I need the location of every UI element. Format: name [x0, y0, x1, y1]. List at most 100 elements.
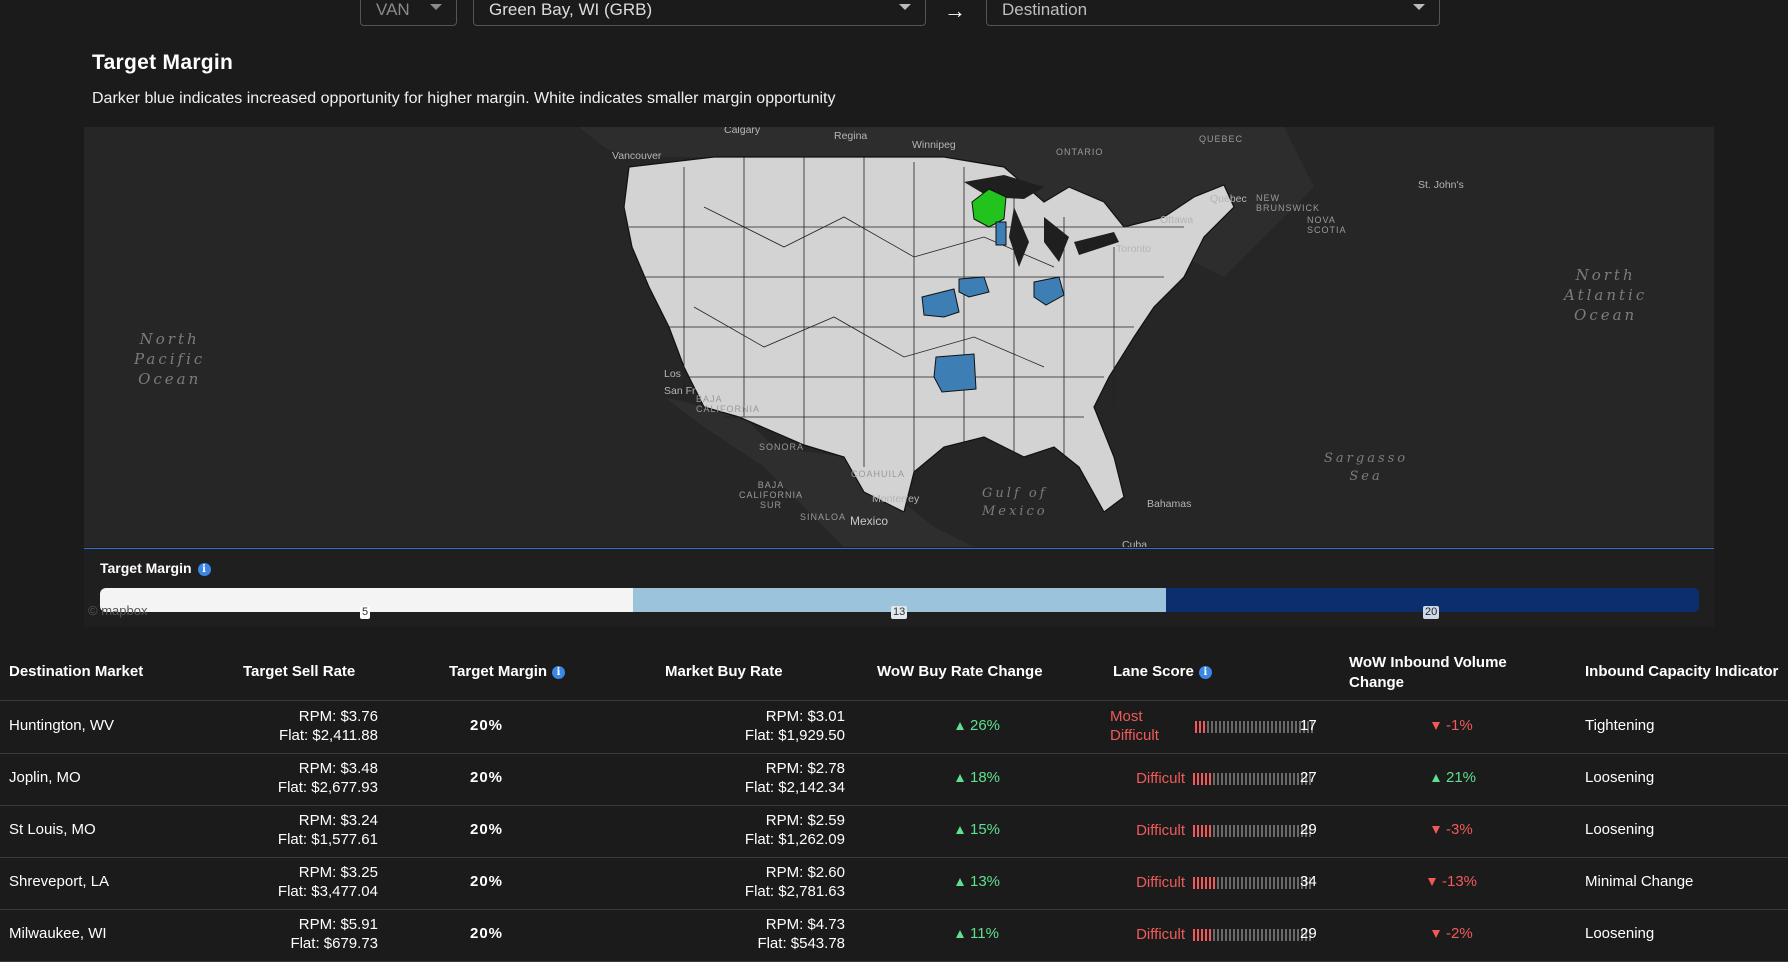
table-row[interactable]: Shreveport, LA RPM: $3.25 Flat: $3,477.04 2…: [0, 857, 1788, 910]
table-header: Destination Market Target Sell Rate Targ…: [0, 641, 1788, 701]
lane-score-gauge: [1193, 877, 1311, 889]
destination-select[interactable]: Destination: [986, 0, 1440, 26]
gauge-tick: [1241, 877, 1243, 889]
lane-difficulty-label: Difficult: [1110, 821, 1185, 840]
ocean-word: Atlantic: [1564, 286, 1648, 304]
gauge-tick: [1193, 877, 1195, 889]
map-canvas: [579, 127, 1314, 547]
gauge-tick: [1285, 929, 1287, 941]
gauge-tick: [1199, 721, 1201, 733]
difficulty-line: Difficult: [1136, 874, 1185, 891]
gauge-tick: [1253, 929, 1255, 941]
gauge-tick: [1265, 929, 1267, 941]
header-wow-inbound-volume-change[interactable]: WoW Inbound Volume Change: [1349, 653, 1507, 693]
header-target-margin[interactable]: Target Margin i: [449, 663, 566, 680]
cell-lane-score: 29: [1300, 821, 1317, 838]
chevron-down-icon: [430, 4, 442, 10]
info-icon[interactable]: i: [552, 665, 566, 679]
buy-rpm: RPM: $3.01: [765, 708, 845, 725]
cell-target-margin: 20%: [470, 873, 504, 890]
info-icon[interactable]: i: [197, 562, 211, 576]
header-inbound-capacity-indicator[interactable]: Inbound Capacity Indicator: [1585, 663, 1779, 680]
target-margin-map[interactable]: North Pacific Ocean North Atlantic Ocean…: [84, 127, 1714, 547]
place-label: Cuba: [1122, 539, 1148, 547]
legend-tick-high: 20: [1423, 606, 1440, 619]
cell-destination-market: Shreveport, LA: [9, 873, 110, 890]
gauge-tick: [1223, 721, 1225, 733]
gauge-tick: [1293, 877, 1295, 889]
place-label: Mexico: [850, 514, 889, 528]
table-row[interactable]: Milwaukee, WI RPM: $5.91 Flat: $679.73 20% R…: [0, 909, 1788, 962]
info-icon[interactable]: i: [1198, 665, 1212, 679]
equipment-mode-select[interactable]: VAN: [360, 0, 457, 26]
sell-rpm: RPM: $3.25: [298, 864, 378, 881]
cell-target-sell-rate: RPM: $3.25 Flat: $3,477.04: [240, 863, 378, 901]
gauge-tick: [1245, 877, 1247, 889]
gauge-tick: [1221, 773, 1223, 785]
gauge-tick: [1285, 773, 1287, 785]
ocean-word: Ocean: [1574, 306, 1638, 324]
ocean-word: Ocean: [138, 370, 202, 388]
arrow-up-icon: [956, 722, 964, 731]
cell-market-buy-rate: RPM: $3.01 Flat: $1,929.50: [700, 707, 845, 745]
lane-difficulty-label: Most Difficult: [1110, 707, 1159, 745]
header-market-buy-rate[interactable]: Market Buy Rate: [665, 663, 783, 680]
gauge-tick: [1233, 877, 1235, 889]
cell-inbound-capacity-indicator: Loosening: [1585, 821, 1655, 838]
gauge-tick: [1205, 877, 1207, 889]
gauge-tick: [1203, 721, 1205, 733]
table-row[interactable]: Joplin, MO RPM: $3.48 Flat: $2,677.93 20% RP…: [0, 753, 1788, 806]
buy-rpm: RPM: $2.78: [765, 760, 845, 777]
legend-tick-mid: 13: [891, 606, 908, 619]
origin-select[interactable]: Green Bay, WI (GRB): [473, 0, 926, 26]
mapbox-attribution[interactable]: © mapbox: [88, 603, 148, 618]
gauge-tick: [1265, 773, 1267, 785]
gauge-tick: [1269, 825, 1271, 837]
lane-score-gauge: [1193, 825, 1311, 837]
sell-rpm: RPM: $3.76: [298, 708, 378, 725]
gauge-tick: [1197, 773, 1199, 785]
header-wow-buy-rate-change[interactable]: WoW Buy Rate Change: [877, 663, 1043, 680]
arrow-down-icon: [1428, 878, 1436, 887]
gauge-tick: [1299, 721, 1301, 733]
gauge-tick: [1309, 929, 1311, 941]
gauge-tick: [1285, 825, 1287, 837]
gauge-tick: [1309, 773, 1311, 785]
gauge-tick: [1261, 877, 1263, 889]
gauge-tick: [1201, 929, 1203, 941]
origin-value: Green Bay, WI (GRB): [489, 0, 653, 19]
gauge-tick: [1257, 877, 1259, 889]
buy-change-value: 13%: [970, 873, 1001, 890]
destination-st-louis: [958, 276, 990, 298]
gauge-tick: [1209, 825, 1211, 837]
gauge-tick: [1257, 773, 1259, 785]
gauge-tick: [1261, 929, 1263, 941]
header-lane-score[interactable]: Lane Score i: [1113, 663, 1212, 680]
gauge-tick: [1249, 877, 1251, 889]
gauge-tick: [1297, 877, 1299, 889]
gauge-tick: [1305, 773, 1307, 785]
gauge-tick: [1293, 773, 1295, 785]
gauge-tick: [1243, 721, 1245, 733]
header-destination-market[interactable]: Destination Market: [9, 663, 144, 680]
ocean-label-sargasso: Sargasso Sea: [1324, 450, 1408, 486]
gauge-tick: [1201, 825, 1203, 837]
buy-rpm: RPM: $2.59: [765, 812, 845, 829]
place-label: Los: [664, 368, 681, 380]
table-row[interactable]: St Louis, MO RPM: $3.24 Flat: $1,577.61 20%…: [0, 805, 1788, 858]
gauge-tick: [1215, 721, 1217, 733]
gauge-tick: [1279, 721, 1281, 733]
ocean-label-atlantic: North Atlantic Ocean: [1564, 265, 1647, 325]
place-label: Vancouver: [612, 150, 662, 162]
gauge-tick: [1281, 877, 1283, 889]
gauge-tick: [1261, 773, 1263, 785]
gauge-tick: [1225, 877, 1227, 889]
gauge-tick: [1251, 721, 1253, 733]
buy-flat: Flat: $1,262.09: [744, 831, 845, 848]
header-target-sell-rate[interactable]: Target Sell Rate: [243, 663, 356, 680]
gauge-tick: [1197, 929, 1199, 941]
table-row[interactable]: Huntington, WV RPM: $3.76 Flat: $2,411.88 2…: [0, 701, 1788, 754]
gauge-tick: [1293, 929, 1295, 941]
cell-wow-buy-rate-change: 13%: [956, 873, 1000, 890]
place-label: BAJA CALIFORNIA SUR: [739, 480, 804, 510]
